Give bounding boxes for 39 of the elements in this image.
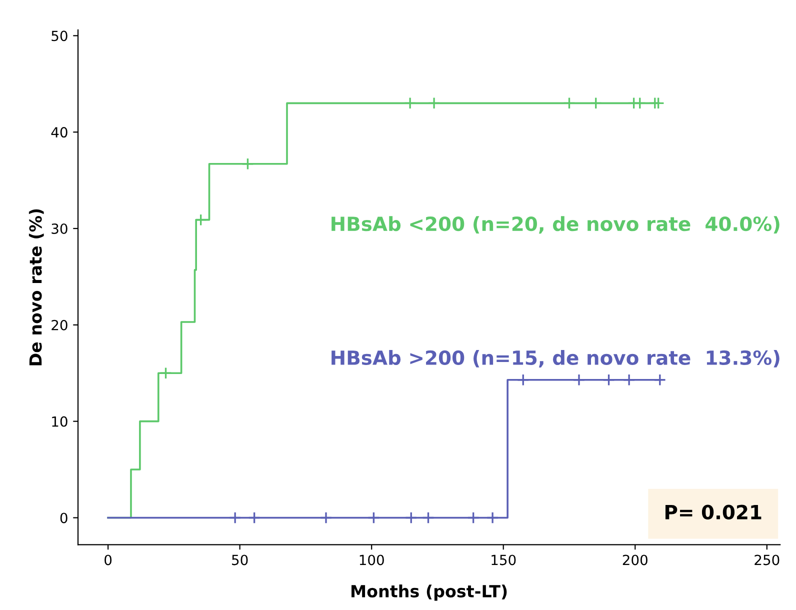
point xyxy=(634,96,646,110)
x-tick-label: 100 xyxy=(360,554,384,566)
y-tick-label: 40 xyxy=(51,127,68,138)
point xyxy=(320,512,332,524)
point xyxy=(654,374,666,386)
point xyxy=(404,96,416,110)
point xyxy=(242,158,254,170)
y-tick-label: 50 xyxy=(52,30,68,42)
y-tick-label: 0 xyxy=(60,512,68,524)
y-axis-title: De novo rate (%) xyxy=(28,209,44,366)
x-tick-label: 250 xyxy=(754,554,780,566)
x-tick-label: 50 xyxy=(232,554,248,566)
series-label: HBsAb >200 (n=15, de novo rate 13.3%) xyxy=(332,350,780,368)
x-axis-title: Months (post-LT) xyxy=(352,584,507,601)
y-tick-label: 30 xyxy=(52,223,68,234)
point xyxy=(602,374,615,386)
point xyxy=(404,512,418,524)
point xyxy=(572,374,586,386)
point xyxy=(652,96,665,110)
point xyxy=(422,512,434,524)
point xyxy=(367,512,380,524)
point xyxy=(590,96,602,110)
y-tick-label: 10 xyxy=(52,416,68,427)
y-tick-label: 20 xyxy=(52,320,68,330)
point xyxy=(486,512,499,524)
annotation: P= 0.021 xyxy=(665,504,762,520)
point xyxy=(228,512,242,524)
point xyxy=(248,512,261,524)
x-tick-label: 200 xyxy=(622,554,648,566)
point xyxy=(428,96,440,110)
point xyxy=(516,374,530,386)
x-tick-label: 150 xyxy=(492,554,516,566)
point xyxy=(467,512,480,524)
text: HBsAb <200 (n=20, de novo rate 40.0%) xyxy=(332,216,780,234)
x-tick-label: 0 xyxy=(104,554,112,566)
point xyxy=(563,96,576,110)
point xyxy=(194,214,208,226)
point xyxy=(160,366,172,380)
point xyxy=(622,374,636,386)
